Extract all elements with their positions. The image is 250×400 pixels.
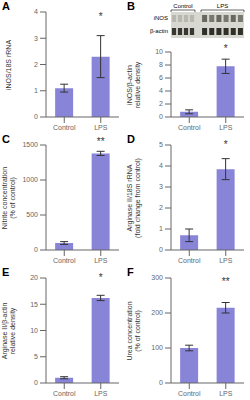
svg-text:LPS: LPS [94, 124, 108, 131]
svg-text:2: 2 [159, 100, 163, 107]
svg-text:5: 5 [159, 141, 163, 148]
svg-text:**: ** [222, 276, 230, 287]
html-text:iNOS/18S rRNA: iNOS/18S rRNA [5, 39, 12, 90]
svg-text:*: * [224, 139, 228, 150]
svg-text:LPS: LPS [219, 390, 233, 397]
html-text:C: C [2, 133, 10, 145]
svg-text:10: 10 [155, 48, 163, 55]
svg-text:β-actin: β-actin [150, 28, 168, 34]
svg-text:LPS: LPS [219, 257, 233, 264]
svg-text:LPS: LPS [94, 257, 108, 264]
svg-text:0: 0 [159, 379, 163, 386]
svg-text:6: 6 [159, 74, 163, 81]
svg-text:Control: Control [53, 390, 76, 397]
svg-text:3: 3 [34, 35, 38, 42]
svg-text:LPS: LPS [94, 390, 108, 397]
svg-text:0: 0 [34, 379, 38, 386]
svg-text:4: 4 [159, 162, 163, 169]
svg-text:*: * [99, 272, 103, 283]
svg-text:15: 15 [30, 301, 38, 308]
svg-text:Control: Control [173, 3, 192, 9]
svg-text:*: * [224, 43, 228, 54]
svg-text:0: 0 [34, 113, 38, 120]
svg-text:Control: Control [178, 257, 201, 264]
svg-text:Control: Control [53, 257, 76, 264]
svg-text:Control: Control [53, 124, 76, 131]
svg-text:1: 1 [34, 87, 38, 94]
svg-text:20: 20 [30, 274, 38, 281]
svg-text:Control: Control [178, 390, 201, 397]
svg-text:2: 2 [34, 61, 38, 68]
svg-text:iNOS: iNOS [154, 15, 168, 21]
svg-text:8: 8 [159, 61, 163, 68]
html-text:Arginase II/β-actin relative d: Arginase II/β-actin relative density [1, 302, 16, 359]
html-text:Arginase II/18S rRNA (fold cha: Arginase II/18S rRNA (fold change from c… [126, 157, 141, 238]
svg-text:4: 4 [34, 8, 38, 15]
svg-text:1500: 1500 [22, 141, 38, 148]
html-text:Nitrite concentration (% of co: Nitrite concentration (% of control) [1, 166, 16, 229]
svg-text:1000: 1000 [22, 176, 38, 183]
svg-text:4: 4 [159, 87, 163, 94]
svg-text:200: 200 [151, 309, 163, 316]
html-text:D: D [127, 133, 135, 145]
svg-text:0: 0 [34, 246, 38, 253]
svg-text:**: ** [97, 136, 105, 147]
svg-text:1: 1 [159, 225, 163, 232]
html-text:A: A [2, 0, 10, 12]
svg-text:5: 5 [34, 353, 38, 360]
svg-text:500: 500 [26, 211, 38, 218]
svg-text:Control: Control [178, 124, 201, 131]
svg-text:0: 0 [159, 246, 163, 253]
html-text:E: E [2, 266, 10, 278]
svg-text:3: 3 [159, 183, 163, 190]
html-text:F: F [127, 266, 134, 278]
html-text:iNOS/β-actin relative density: iNOS/β-actin relative density [126, 61, 141, 108]
svg-text:2: 2 [159, 204, 163, 211]
html-text:B: B [127, 0, 135, 12]
svg-text:*: * [99, 11, 103, 22]
svg-text:0: 0 [159, 113, 163, 120]
html-text:Urea concentration (% of contr: Urea concentration (% of control) [126, 300, 141, 361]
svg-text:LPS: LPS [219, 124, 233, 131]
svg-text:LPS: LPS [217, 3, 228, 9]
svg-text:300: 300 [151, 274, 163, 281]
svg-text:100: 100 [151, 344, 163, 351]
svg-text:10: 10 [30, 327, 38, 334]
